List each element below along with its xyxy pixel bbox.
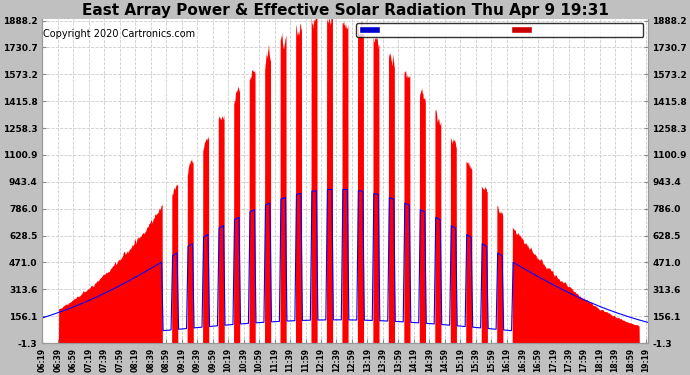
Legend: Radiation (Effective w/m2), East Array  (DC Watts): Radiation (Effective w/m2), East Array (… [357,23,644,37]
Title: East Array Power & Effective Solar Radiation Thu Apr 9 19:31: East Array Power & Effective Solar Radia… [81,3,609,18]
Text: Copyright 2020 Cartronics.com: Copyright 2020 Cartronics.com [43,28,195,39]
